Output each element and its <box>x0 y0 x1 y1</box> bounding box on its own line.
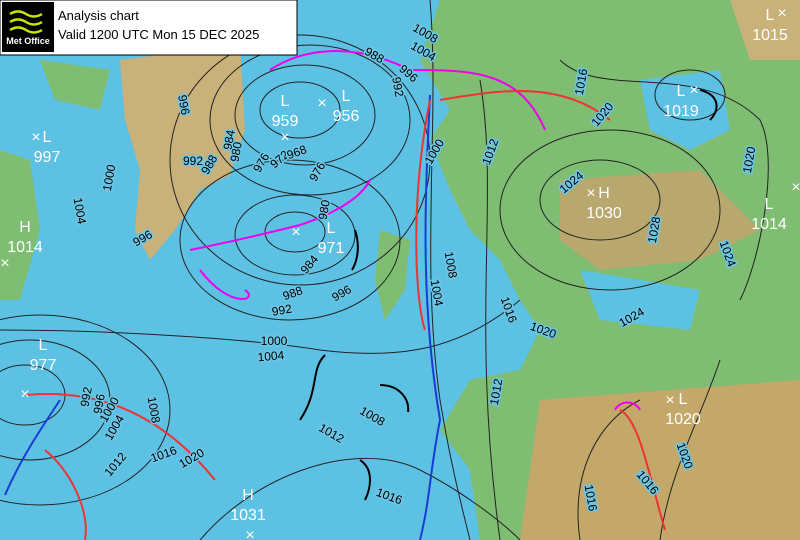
center-marker: × <box>317 95 326 112</box>
center-kind: H <box>598 185 610 202</box>
isobar-label: 992 <box>389 76 406 98</box>
isobars <box>0 0 769 540</box>
center-pressure: 1014 <box>7 239 43 256</box>
center-marker: × <box>665 392 674 409</box>
isobar-label: 1016 <box>572 67 590 96</box>
fronts <box>4 50 718 540</box>
isobar-label: 1020 <box>740 145 758 174</box>
center-pressure: 1019 <box>663 103 699 120</box>
center-pressure: 1030 <box>586 205 622 222</box>
isobar-label: 992 <box>271 301 293 318</box>
center-kind: L <box>327 220 336 237</box>
logo-mark <box>9 10 43 34</box>
center-pressure: 977 <box>30 357 57 374</box>
center-pressure: 1031 <box>230 507 266 524</box>
isobar-label: 1016 <box>582 483 600 512</box>
isobar-label: 1008 <box>145 395 163 424</box>
logo-box <box>2 2 54 52</box>
isobar-label: 1004 <box>257 348 285 364</box>
isobar-label: 984 <box>221 128 238 150</box>
center-pressure: 1015 <box>752 27 788 44</box>
isobar-label: 1000 <box>261 334 288 348</box>
center-kind: L <box>765 196 774 213</box>
center-marker: × <box>689 82 698 99</box>
center-marker: × <box>291 224 300 241</box>
center-pressure: 1014 <box>751 216 787 233</box>
center-marker: × <box>0 255 9 272</box>
center-pressure: 956 <box>333 108 360 125</box>
center-marker: × <box>586 185 595 202</box>
center-kind: L <box>342 88 351 105</box>
center-marker: × <box>245 527 254 540</box>
isobar-label: 1004 <box>71 196 89 225</box>
isobar-label: 980 <box>228 140 245 162</box>
logo-text: Met Office <box>6 36 50 46</box>
isobar-label: 980 <box>316 198 333 220</box>
isobar-label: 1012 <box>487 377 505 406</box>
center-marker: × <box>791 179 800 196</box>
valid-time: Valid 1200 UTC Mon 15 DEC 2025 <box>58 27 259 42</box>
center-kind: H <box>242 487 254 504</box>
center-kind: L <box>679 391 688 408</box>
center-kind: L <box>281 93 290 110</box>
chart-title: Analysis chart <box>58 8 139 23</box>
center-kind: H <box>19 219 31 236</box>
center-kind: L <box>39 337 48 354</box>
isobar-label: 1028 <box>645 215 663 244</box>
center-marker: × <box>20 386 29 403</box>
isobar-label: 992 <box>78 385 95 407</box>
center-marker: × <box>777 5 786 22</box>
center-pressure: 1020 <box>665 411 701 428</box>
center-marker: × <box>31 129 40 146</box>
isobar-label: 1004 <box>428 278 446 307</box>
center-pressure: 997 <box>34 149 61 166</box>
header: Met Office Analysis chart Valid 1200 UTC… <box>0 0 298 56</box>
center-kind: L <box>677 83 686 100</box>
center-kind: L <box>766 7 775 24</box>
center-kind: L <box>43 129 52 146</box>
isobar-label: 1000 <box>100 163 118 192</box>
center-pressure: 959 <box>272 113 299 130</box>
isobar-label: 1008 <box>442 250 460 279</box>
center-pressure: 971 <box>318 240 345 257</box>
isobar-label: 996 <box>91 392 108 414</box>
isobar-label: 992 <box>183 154 203 168</box>
isobar-label: 996 <box>175 94 192 116</box>
center-marker: × <box>280 129 289 146</box>
